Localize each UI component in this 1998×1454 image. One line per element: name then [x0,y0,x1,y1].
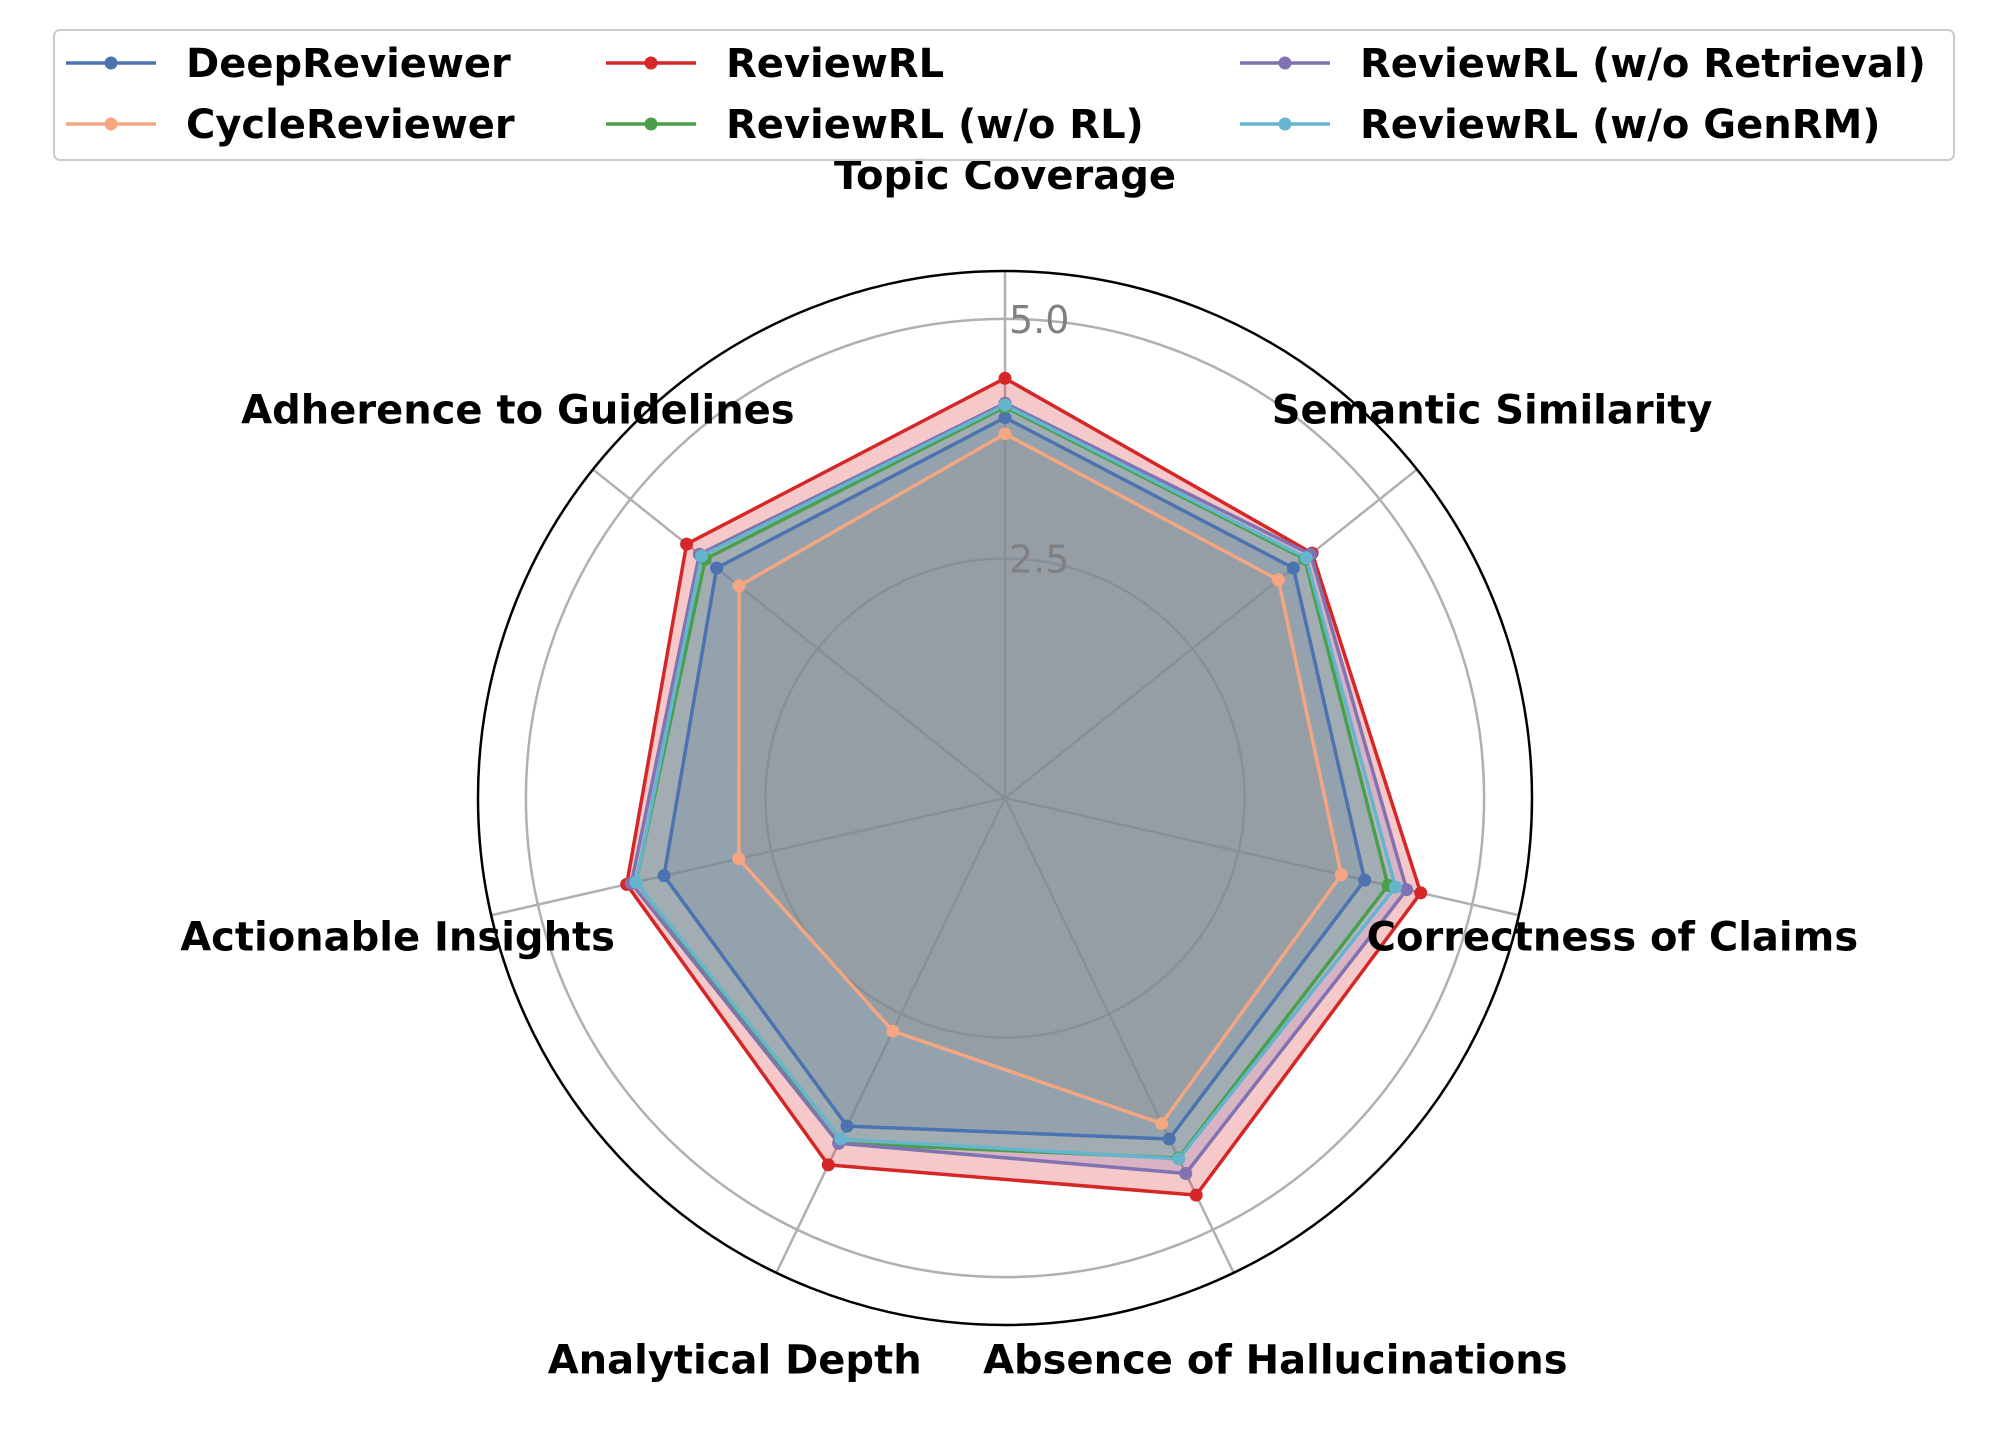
legend-label-reviewrl-w-o-genrm: ReviewRL (w/o GenRM) [1360,102,1881,148]
area-reviewrl-w-o-retrieval [631,403,1407,1174]
point-reviewrl-w-o-retrieval-correctness-of-claims [1400,883,1414,897]
legend-label-reviewrl-w-o-rl: ReviewRL (w/o RL) [726,102,1144,148]
grid-circle-0 [764,557,1246,1039]
line-reviewrl-w-o-retrieval [629,401,1409,1176]
line-cyclereviewer [737,432,1344,1126]
axis-label-correctness-of-claims: Correctness of Claims [1367,915,1858,961]
area-reviewrl-w-o-rl [636,407,1388,1159]
point-deepreviewer-semantic-similarity [1286,561,1300,575]
axis-label-absence-of-hallucinations: Absence of Hallucinations [983,1337,1567,1383]
point-reviewrl-w-o-genrm-semantic-similarity [1299,551,1313,565]
point-cyclereviewer-adherence-to-guidelines [732,579,746,593]
area-reviewrl [626,378,1421,1196]
point-deepreviewer-adherence-to-guidelines [710,561,724,575]
series-points [620,371,1428,1202]
area-reviewrl-w-o-genrm [636,405,1396,1159]
point-reviewrl-w-o-genrm-absence-of-hallucinations [1172,1152,1186,1166]
spoke-correctness-of-claims [1004,796,1520,917]
line-reviewrl [624,376,1423,1197]
radial-tick-labels: 2.5 5.0 [1009,298,1069,582]
point-reviewrl-analytical-depth [821,1158,835,1172]
point-cyclereviewer-correctness-of-claims [1334,868,1348,882]
point-cyclereviewer-semantic-similarity [1271,573,1285,587]
axis-label-adherence-to-guidelines: Adherence to Guidelines [241,388,794,434]
point-reviewrl-topic-coverage [998,371,1012,385]
tick-label-0: 2.5 [1009,537,1069,581]
spoke-actionable-insights [490,796,1006,917]
axis-label-actionable-insights: Actionable Insights [180,915,615,961]
grid-circle-1 [524,317,1486,1279]
legend-marker-reviewrl-w-o-retrieval [1278,56,1292,70]
point-reviewrl-w-o-genrm-correctness-of-claims [1389,880,1402,894]
point-cyclereviewer-topic-coverage [998,427,1012,441]
line-reviewrl-w-o-genrm [634,403,1398,1161]
area-deepreviewer [664,417,1365,1140]
point-reviewrl-adherence-to-guidelines [680,537,694,551]
legend-frame [53,29,1955,161]
axis-label-semantic-similarity: Semantic Similarity [1272,388,1713,434]
series-lines [624,376,1423,1197]
point-reviewrl-correctness-of-claims [1414,886,1428,900]
series-fills [626,378,1421,1196]
axis-label-analytical-depth: Analytical Depth [548,1337,922,1383]
legend-marker-deepreviewer [104,56,118,70]
legend-label-deepreviewer: DeepReviewer [186,41,511,87]
point-reviewrl-w-o-genrm-topic-coverage [998,398,1012,412]
point-reviewrl-w-o-genrm-analytical-depth [834,1132,848,1146]
line-reviewrl-w-o-rl [634,405,1390,1160]
legend-label-reviewrl: ReviewRL [726,41,944,87]
legend-marker-reviewrl [644,56,658,70]
point-deepreviewer-absence-of-hallucinations [1162,1132,1176,1146]
spoke-semantic-similarity [1004,468,1418,799]
legend-marker-reviewrl-w-o-genrm [1278,117,1292,131]
spoke-adherence-to-guidelines [592,468,1006,799]
polar-frame [476,269,1534,1327]
tick-label-1: 5.0 [1009,298,1069,342]
point-reviewrl-w-o-retrieval-absence-of-hallucinations [1179,1167,1193,1180]
area-cyclereviewer [738,433,1342,1124]
point-reviewrl-absence-of-hallucinations [1189,1188,1203,1202]
point-reviewrl-w-o-genrm-adherence-to-guidelines [695,549,709,563]
point-cyclereviewer-actionable-insights [732,852,746,866]
legend: DeepReviewer CycleReviewer ReviewRL ReviewR… [53,29,1955,161]
point-deepreviewer-topic-coverage [998,411,1012,425]
point-reviewrl-w-o-genrm-actionable-insights [629,875,643,889]
line-deepreviewer [662,415,1367,1141]
point-deepreviewer-analytical-depth [840,1119,854,1133]
point-cyclereviewer-analytical-depth [886,1024,900,1038]
legend-marker-cyclereviewer [104,117,118,131]
point-cyclereviewer-absence-of-hallucinations [1155,1117,1169,1130]
point-deepreviewer-correctness-of-claims [1358,873,1372,887]
legend-marker-reviewrl-w-o-rl [644,117,658,131]
legend-label-reviewrl-w-o-retrieval: ReviewRL (w/o Retrieval) [1360,41,1926,87]
point-deepreviewer-actionable-insights [657,869,671,883]
legend-label-cyclereviewer: CycleReviewer [186,102,515,148]
